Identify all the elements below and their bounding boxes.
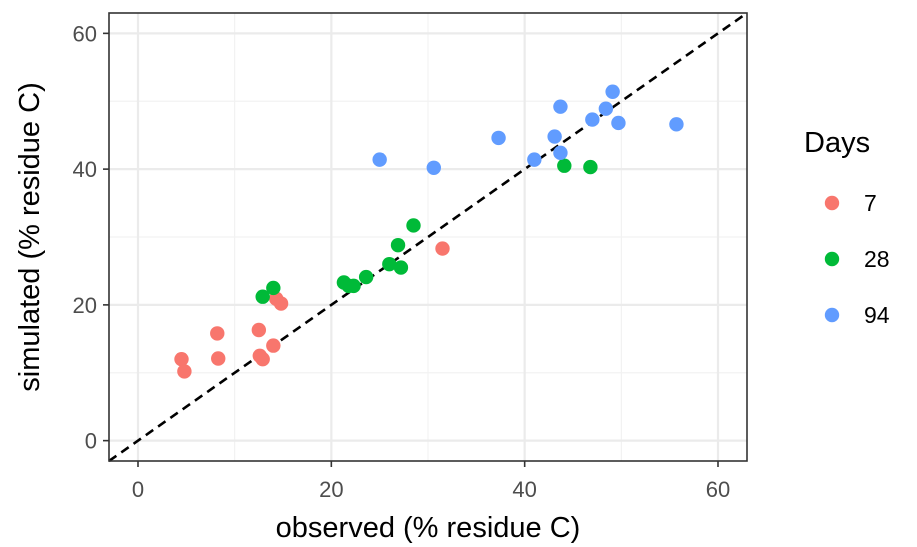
y-tick-label: 60: [73, 21, 97, 46]
data-point-days-94: [669, 117, 684, 132]
data-point-days-94: [553, 145, 568, 161]
data-point-days-7: [174, 351, 189, 367]
data-point-days-28: [266, 280, 281, 296]
grid-lines: [109, 13, 747, 461]
x-tick-label: 40: [512, 477, 536, 502]
x-tick-label: 60: [706, 477, 730, 502]
data-point-days-94: [598, 101, 614, 116]
data-point-days-7: [251, 322, 267, 338]
legend-key-7: [824, 195, 840, 211]
data-point-days-94: [426, 160, 441, 175]
data-point-days-7: [266, 338, 281, 353]
reference-line-group: [108, 11, 748, 463]
data-point-days-28: [358, 269, 374, 285]
x-axis-title: observed (% residue C): [276, 512, 581, 544]
data-point-days-94: [611, 115, 626, 131]
data-point-days-94: [553, 99, 568, 114]
legend-label-28: 28: [864, 246, 890, 272]
data-point-days-7: [177, 364, 192, 379]
x-tick-label: 20: [319, 477, 343, 502]
data-point-days-28: [390, 237, 406, 253]
data-point-days-7: [211, 351, 226, 366]
legend-key-94: [824, 307, 840, 323]
y-tick-label: 40: [73, 157, 97, 182]
data-point-days-94: [605, 84, 620, 99]
data-point-days-28: [255, 289, 270, 304]
data-point-days-94: [372, 152, 387, 167]
data-point-days-94: [585, 112, 600, 127]
data-point-days-7: [210, 326, 225, 341]
data-point-days-7: [255, 351, 270, 367]
legend: Days 7 28 94: [804, 127, 890, 328]
data-point-days-28: [583, 159, 598, 175]
data-point-days-28: [382, 256, 397, 272]
y-tick-label: 20: [73, 293, 97, 318]
identity-reference-line: [108, 11, 748, 463]
data-point-days-28: [346, 278, 361, 294]
panel-border: [108, 12, 748, 462]
data-point-days-28: [557, 158, 572, 173]
data-point-days-28: [406, 218, 421, 233]
legend-label-7: 7: [864, 190, 877, 216]
x-tick-label: 0: [132, 477, 144, 502]
axis-ticks: 0 20 40 60 0 20 40 60: [73, 21, 731, 502]
legend-key-28: [824, 251, 840, 267]
legend-label-94: 94: [864, 302, 890, 328]
data-point-days-94: [527, 152, 542, 167]
data-point-days-28: [393, 260, 409, 275]
data-point-days-7: [435, 241, 450, 256]
data-point-days-94: [491, 130, 506, 146]
y-tick-label: 0: [85, 429, 97, 454]
data-points: [174, 84, 684, 379]
y-axis-title: simulated (% residue C): [14, 82, 46, 391]
data-point-days-94: [547, 129, 562, 144]
data-point-days-7: [273, 296, 289, 311]
legend-title: Days: [804, 127, 870, 159]
